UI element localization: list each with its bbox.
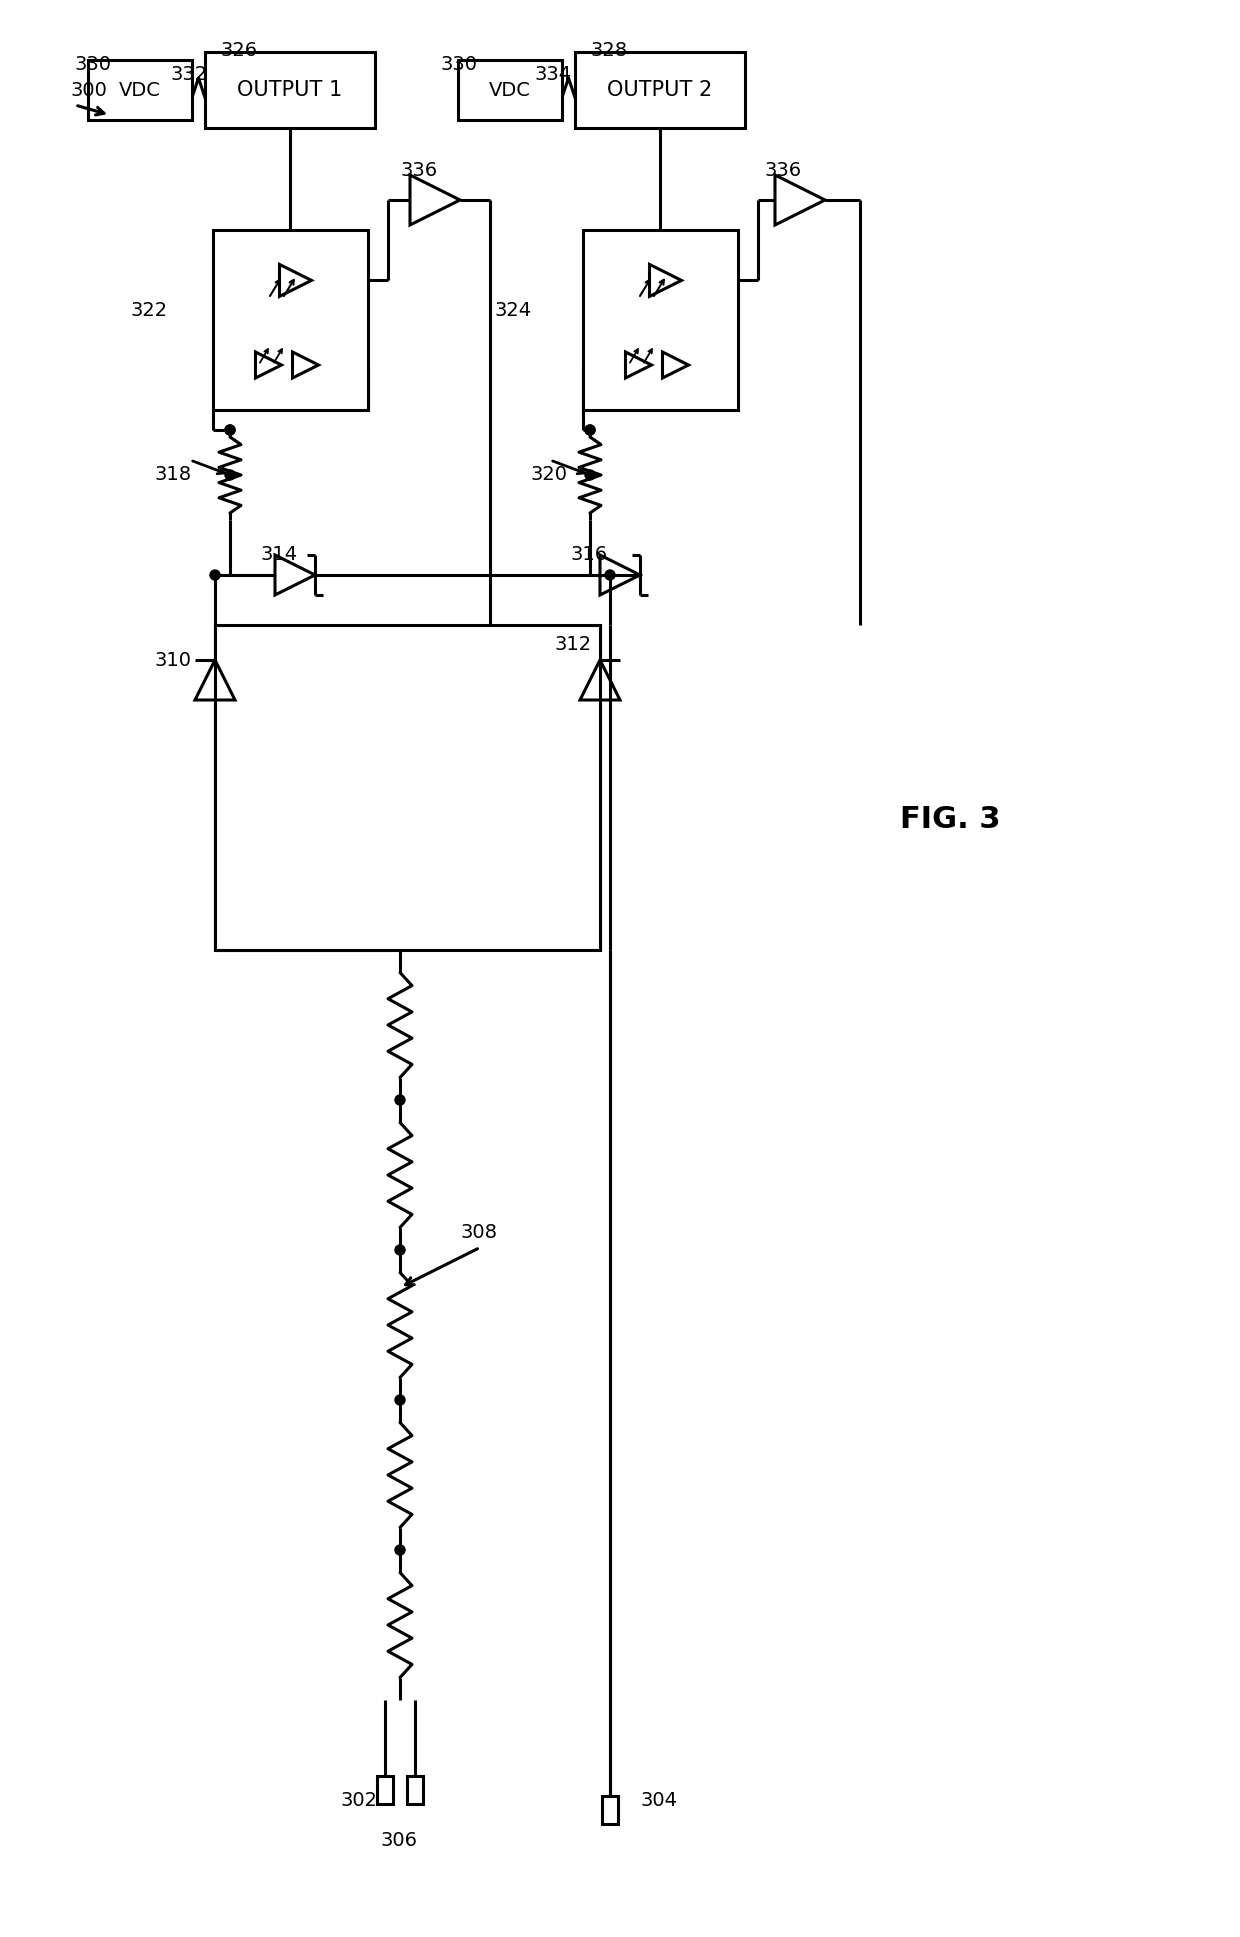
Bar bbox=[213, 231, 368, 411]
Text: 320: 320 bbox=[529, 465, 567, 484]
Circle shape bbox=[224, 471, 236, 480]
Bar bbox=[377, 1776, 393, 1803]
Text: FIG. 3: FIG. 3 bbox=[900, 806, 1001, 835]
Circle shape bbox=[396, 1245, 405, 1255]
Text: 308: 308 bbox=[460, 1222, 497, 1242]
Text: 300: 300 bbox=[69, 81, 107, 99]
Text: 306: 306 bbox=[379, 1830, 417, 1850]
Bar bbox=[583, 231, 738, 411]
Circle shape bbox=[585, 424, 595, 436]
Text: 336: 336 bbox=[765, 161, 802, 180]
Text: 316: 316 bbox=[570, 546, 608, 564]
Text: 314: 314 bbox=[260, 546, 298, 564]
Circle shape bbox=[585, 471, 595, 480]
Circle shape bbox=[210, 569, 219, 579]
Text: OUTPUT 1: OUTPUT 1 bbox=[237, 79, 342, 101]
Text: 330: 330 bbox=[440, 56, 477, 74]
Bar bbox=[575, 52, 745, 128]
Bar bbox=[458, 60, 562, 120]
Text: 304: 304 bbox=[640, 1790, 677, 1809]
Bar bbox=[407, 1776, 423, 1803]
Text: OUTPUT 2: OUTPUT 2 bbox=[608, 79, 713, 101]
Circle shape bbox=[396, 1395, 405, 1404]
Text: 326: 326 bbox=[219, 41, 257, 60]
Bar bbox=[88, 60, 192, 120]
Text: 330: 330 bbox=[74, 56, 112, 74]
Text: 312: 312 bbox=[556, 635, 593, 655]
Text: 328: 328 bbox=[590, 41, 627, 60]
Text: VDC: VDC bbox=[119, 81, 161, 99]
Text: 334: 334 bbox=[534, 66, 572, 85]
Text: 322: 322 bbox=[130, 300, 167, 320]
Text: 318: 318 bbox=[155, 465, 192, 484]
Text: 302: 302 bbox=[340, 1790, 377, 1809]
Bar bbox=[205, 52, 374, 128]
Circle shape bbox=[585, 424, 595, 436]
Text: 336: 336 bbox=[401, 161, 438, 180]
Circle shape bbox=[224, 424, 236, 436]
Circle shape bbox=[396, 1546, 405, 1555]
Text: 324: 324 bbox=[495, 300, 532, 320]
Circle shape bbox=[224, 424, 236, 436]
Text: 332: 332 bbox=[170, 66, 207, 85]
Text: VDC: VDC bbox=[489, 81, 531, 99]
Circle shape bbox=[605, 569, 615, 579]
Bar bbox=[601, 1796, 618, 1825]
Bar bbox=[215, 626, 600, 949]
Circle shape bbox=[396, 1094, 405, 1104]
Text: 310: 310 bbox=[155, 651, 192, 670]
